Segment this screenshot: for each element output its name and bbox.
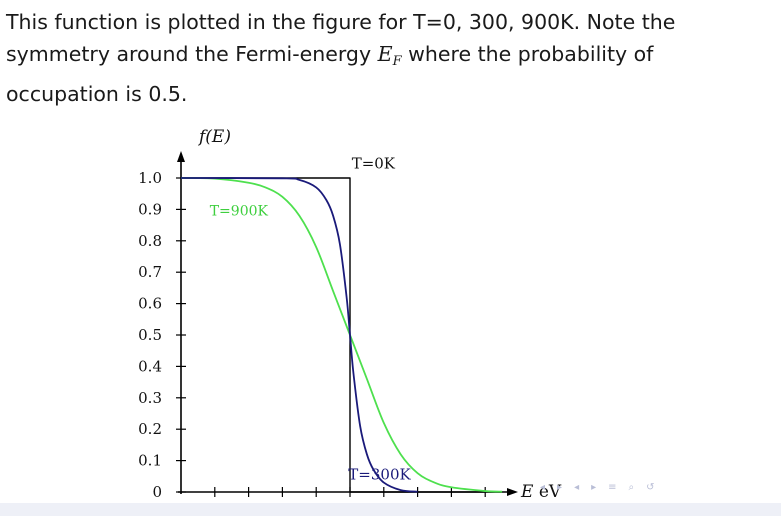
y-tick-label: 0.3	[138, 389, 162, 407]
line-2-prefix: symmetry around the Fermi-energy	[6, 42, 378, 66]
paragraph-line-3: occupation is 0.5.	[6, 82, 188, 106]
fermi-energy-symbol: EF	[377, 42, 402, 69]
series-annotation: T=0K	[352, 155, 396, 173]
beamer-nav-controls: ◂ ▸ ◂ ▸ ≡ ⌕ ↺	[540, 478, 781, 496]
fermi-energy-subscript: F	[392, 54, 402, 69]
next-section-icon[interactable]: ▸	[591, 481, 597, 493]
next-slide-icon[interactable]: ▸	[557, 481, 563, 493]
y-tick-label: 0.5	[138, 326, 162, 344]
prev-slide-icon[interactable]: ◂	[540, 481, 546, 493]
search-icon[interactable]: ⌕	[628, 481, 635, 493]
y-tick-label: 0.6	[138, 295, 162, 313]
series-annotation: T=300K	[348, 465, 411, 483]
prev-section-icon[interactable]: ◂	[574, 481, 580, 493]
x-axis-label-unit: eV	[533, 482, 561, 502]
series-line-t-900k	[180, 177, 503, 493]
x-axis-arrow	[507, 488, 518, 496]
outline-icon[interactable]: ≡	[608, 481, 617, 493]
y-tick-label: 0.4	[138, 357, 162, 375]
paragraph-line-2: symmetry around the Fermi-energy EF wher…	[6, 38, 776, 78]
line-2-suffix: where the probability of	[401, 42, 654, 66]
y-tick-label: 0.9	[138, 200, 162, 218]
x-axis-label-symbol: E	[520, 482, 534, 502]
slide-footer-bar	[0, 503, 781, 516]
y-axis-arrow	[177, 151, 185, 162]
y-tick-label: 0.8	[138, 232, 162, 250]
slide-paragraph: This function is plotted in the figure f…	[6, 6, 776, 110]
y-axis-label: f(E)	[197, 127, 231, 147]
y-tick-label: 1.0	[138, 169, 162, 187]
fermi-energy-letter: E	[377, 42, 393, 66]
y-tick-label: 0.2	[138, 420, 162, 438]
series-line-t-0k	[181, 177, 503, 493]
series-line-t-300k	[180, 177, 418, 493]
return-icon[interactable]: ↺	[646, 481, 655, 493]
x-axis-label: E eV	[520, 482, 562, 502]
series-annotation: T=900K	[210, 204, 269, 220]
paragraph-line-1: This function is plotted in the figure f…	[6, 10, 676, 34]
y-tick-label: 0	[152, 483, 162, 501]
y-tick-label: 0.7	[138, 263, 162, 281]
y-tick-label: 0.1	[138, 452, 162, 470]
